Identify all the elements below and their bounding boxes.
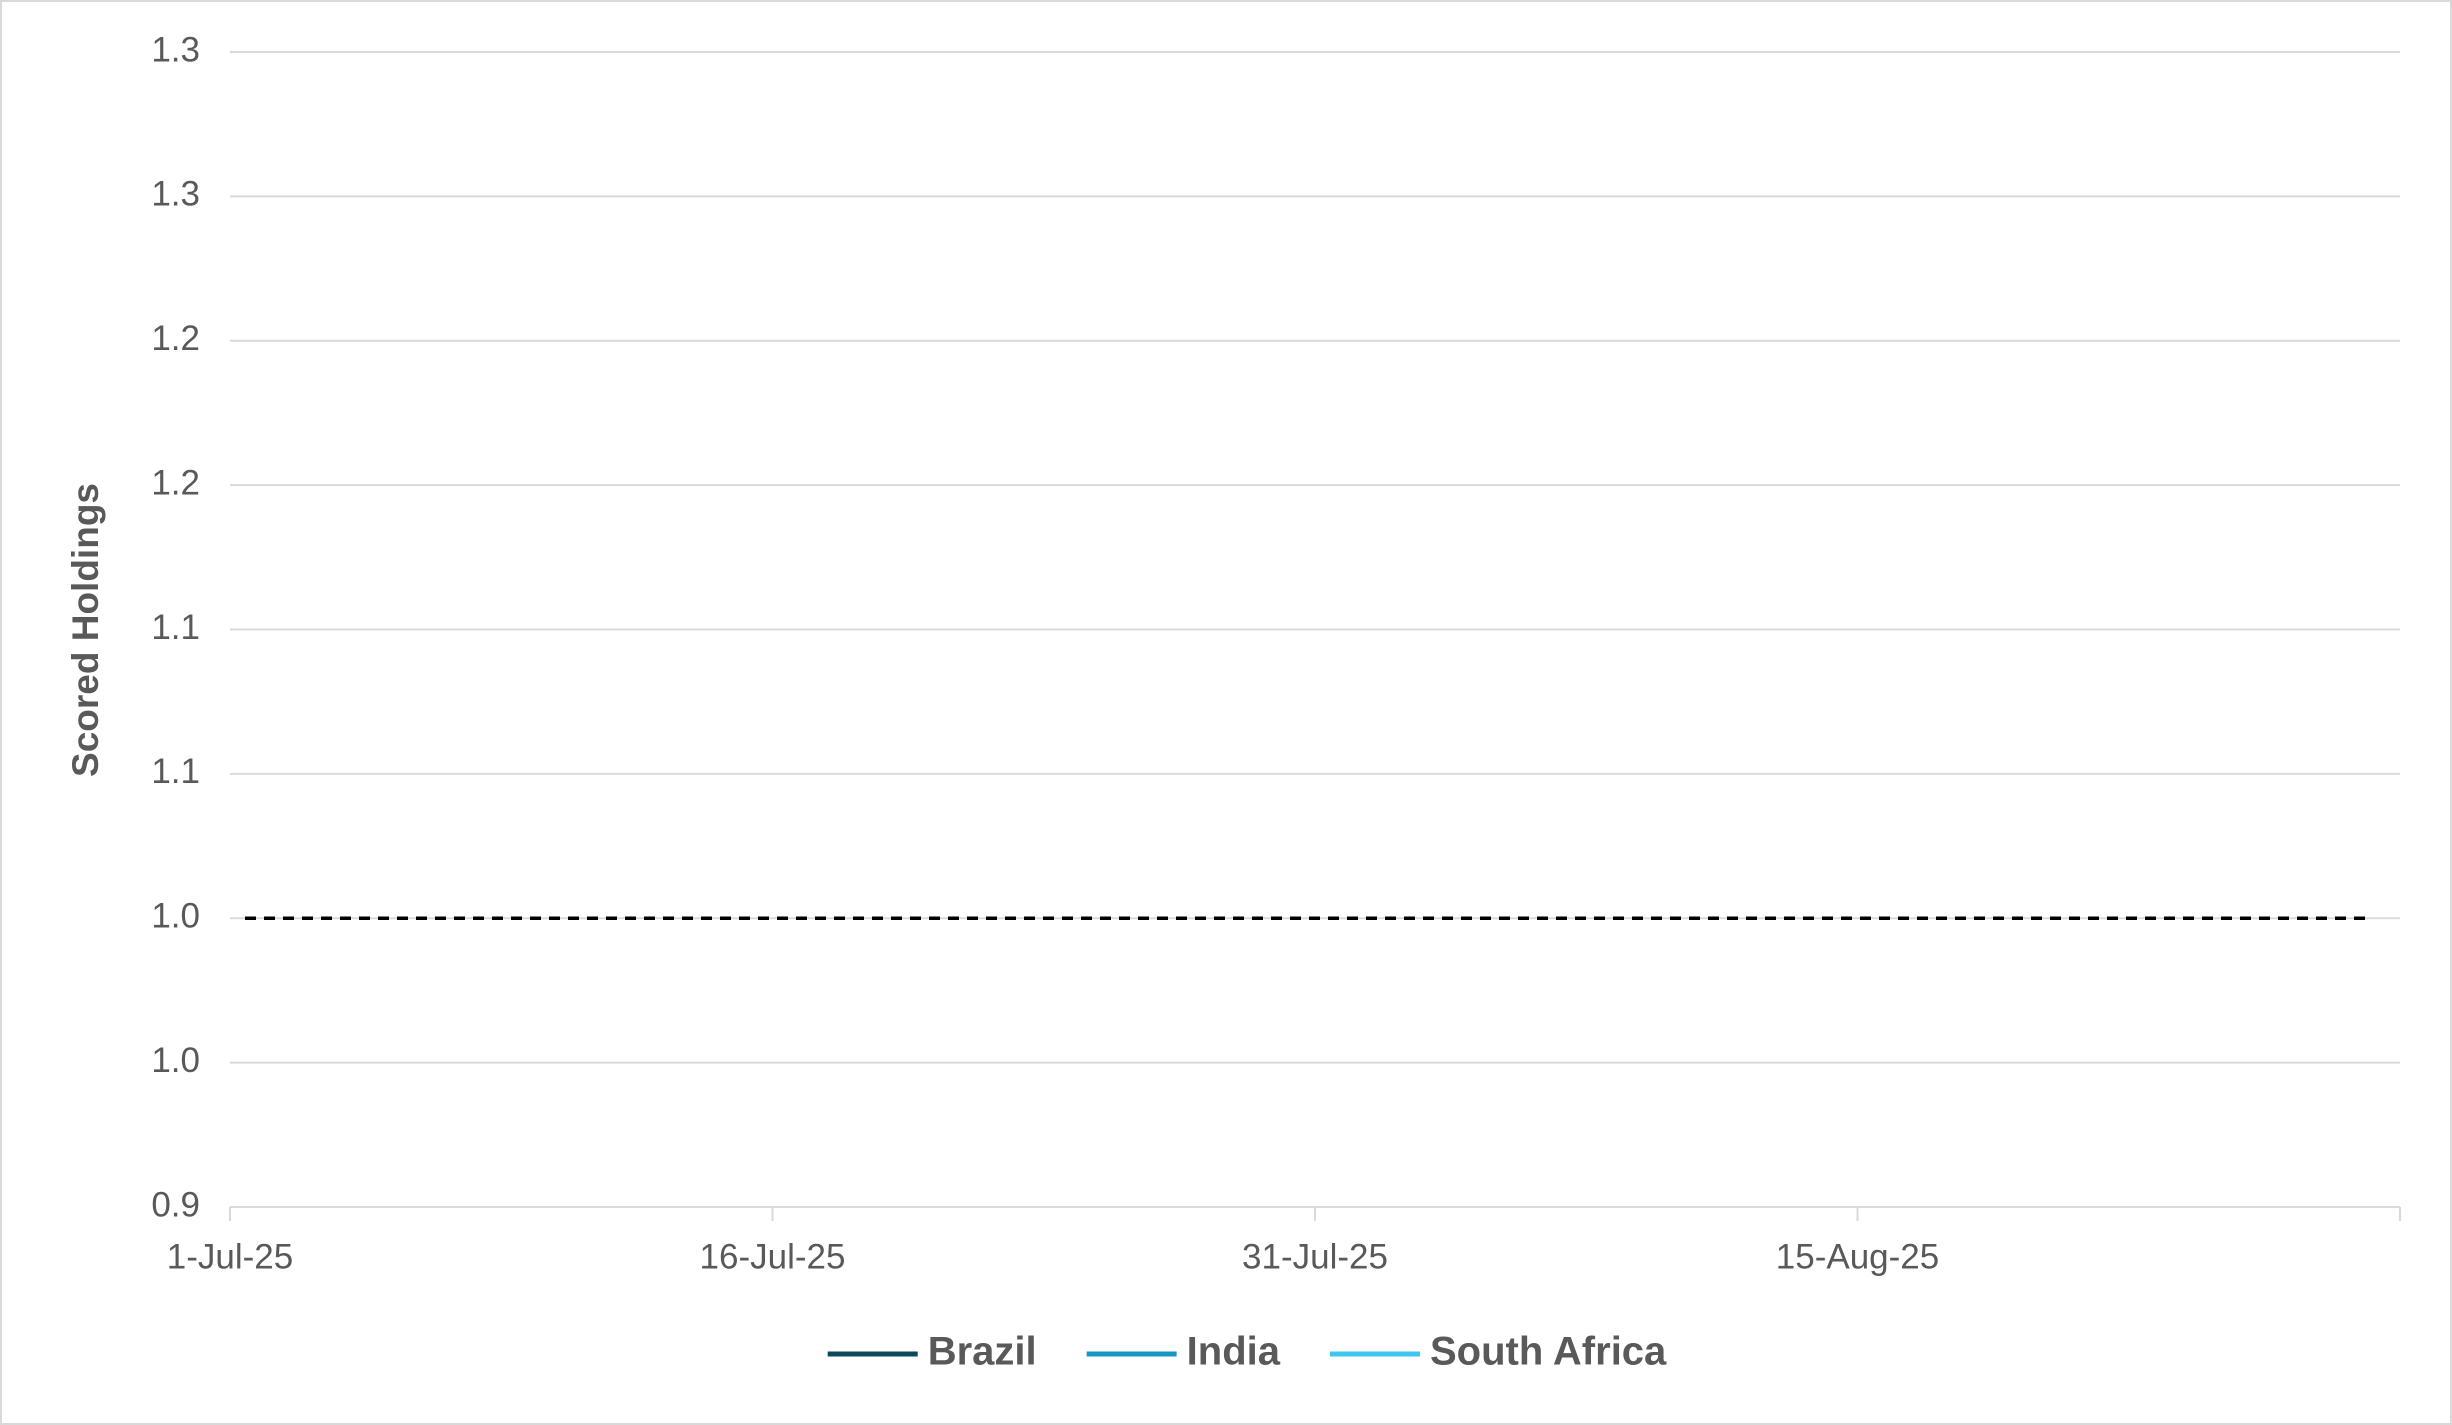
y-tick-label: 1.1 bbox=[151, 752, 200, 791]
y-tick-label: 1.2 bbox=[151, 463, 200, 502]
legend-label: South Africa bbox=[1430, 1330, 1667, 1374]
x-tick-label: 31-Jul-25 bbox=[1242, 1237, 1388, 1276]
y-tick-label: 0.9 bbox=[151, 1185, 200, 1224]
y-tick-label: 1.3 bbox=[151, 175, 200, 214]
y-tick-label: 1.0 bbox=[151, 897, 200, 936]
legend-label: India bbox=[1187, 1330, 1281, 1374]
x-tick-label: 15-Aug-25 bbox=[1776, 1237, 1939, 1276]
x-tick-label: 16-Jul-25 bbox=[700, 1237, 846, 1276]
x-tick-label: 1-Jul-25 bbox=[167, 1237, 293, 1276]
y-tick-label: 1.2 bbox=[151, 319, 200, 358]
legend-label: Brazil bbox=[928, 1330, 1037, 1374]
y-tick-label: 1.3 bbox=[151, 30, 200, 69]
y-tick-label: 1.0 bbox=[151, 1041, 200, 1080]
y-tick-label: 1.1 bbox=[151, 608, 200, 647]
y-axis-title: Scored Holdings bbox=[65, 483, 106, 777]
